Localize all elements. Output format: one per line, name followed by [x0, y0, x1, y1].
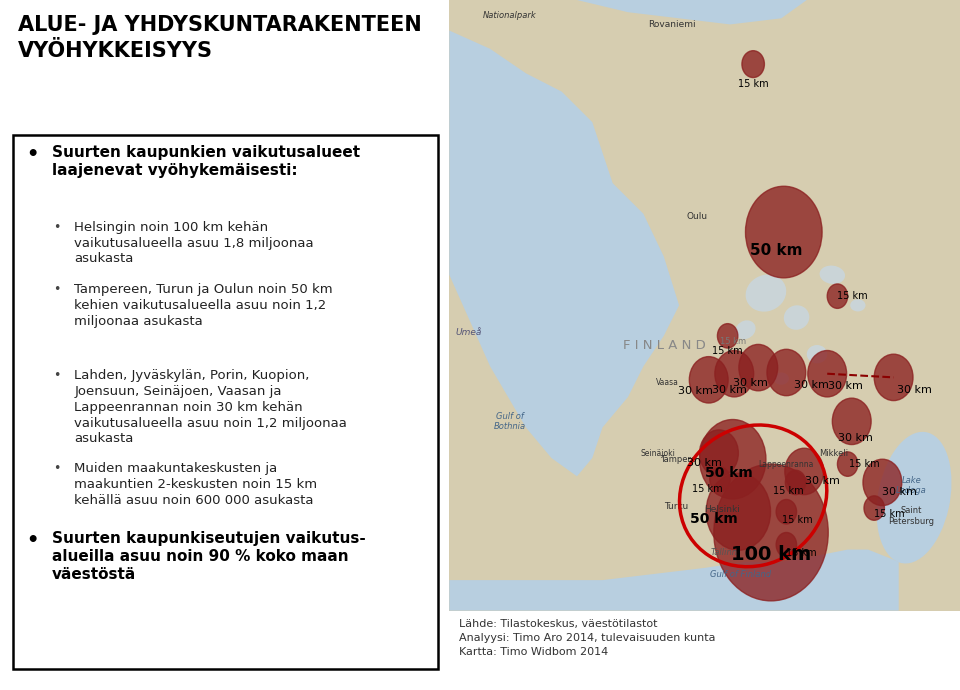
Text: Lake
Ladoga: Lake Ladoga: [896, 476, 926, 495]
Circle shape: [875, 354, 913, 401]
Polygon shape: [449, 549, 899, 611]
Circle shape: [709, 467, 731, 491]
Text: 30 km: 30 km: [711, 384, 747, 395]
Circle shape: [689, 357, 728, 403]
Text: Lahden, Jyväskylän, Porin, Kuopion,
Joensuun, Seinäjoen, Vaasan ja
Lappeenrannan: Lahden, Jyväskylän, Porin, Kuopion, Joen…: [74, 369, 347, 445]
Circle shape: [717, 324, 738, 348]
Text: VYÖHYKKEISYYS: VYÖHYKKEISYYS: [18, 41, 213, 61]
Polygon shape: [449, 30, 679, 476]
Text: 30 km: 30 km: [804, 476, 840, 486]
Circle shape: [700, 430, 738, 476]
Circle shape: [776, 533, 797, 557]
Circle shape: [700, 420, 766, 499]
Text: Helsingin noin 100 km kehän
vaikutusalueella asuu 1,8 miljoonaa
asukasta: Helsingin noin 100 km kehän vaikutusalue…: [74, 221, 314, 266]
Ellipse shape: [746, 275, 786, 312]
Circle shape: [742, 50, 764, 77]
Ellipse shape: [820, 266, 845, 284]
Text: 15 km: 15 km: [786, 549, 817, 558]
Circle shape: [807, 351, 847, 397]
Circle shape: [776, 500, 797, 524]
Text: Seinäjoki: Seinäjoki: [640, 448, 676, 457]
Text: Nationalpark: Nationalpark: [483, 11, 537, 20]
Ellipse shape: [876, 432, 951, 564]
Text: 15 km: 15 km: [738, 79, 768, 89]
Text: 50 km: 50 km: [706, 466, 753, 480]
Circle shape: [739, 344, 778, 391]
Text: Tampereen, Turun ja Oulun noin 50 km
kehien vaikutusalueella asuu noin 1,2
miljo: Tampereen, Turun ja Oulun noin 50 km keh…: [74, 283, 333, 328]
Text: 15 km: 15 km: [712, 346, 743, 356]
Polygon shape: [577, 0, 806, 24]
Text: Umeå: Umeå: [456, 328, 482, 337]
Text: Tampere: Tampere: [660, 455, 696, 464]
Text: Helsinki: Helsinki: [705, 505, 740, 514]
Text: Gulf of Finland: Gulf of Finland: [709, 569, 771, 578]
Text: 50 km: 50 km: [750, 243, 803, 258]
Text: Saint
Petersburg: Saint Petersburg: [889, 506, 934, 526]
Circle shape: [785, 448, 824, 495]
Text: 30 km: 30 km: [687, 458, 722, 468]
Ellipse shape: [774, 373, 789, 385]
Text: 30 km: 30 km: [678, 386, 713, 396]
Circle shape: [746, 186, 822, 278]
Text: •: •: [53, 283, 60, 296]
Text: 30 km: 30 km: [838, 433, 873, 443]
Text: Suurten kaupunkien vaikutusalueet
laajenevat vyöhykemäisesti:: Suurten kaupunkien vaikutusalueet laajen…: [52, 145, 360, 178]
Text: Suurten kaupunkiseutujen vaikutus-
alueilla asuu noin 90 % koko maan
väestöstä: Suurten kaupunkiseutujen vaikutus- aluei…: [52, 531, 366, 582]
Text: Lähde: Tilastokeskus, väestötilastot
Analyysi: Timo Aro 2014, tulevaisuuden kunt: Lähde: Tilastokeskus, väestötilastot Ana…: [460, 618, 716, 657]
Text: •: •: [53, 221, 60, 234]
Text: Muiden maakuntakeskusten ja
maakuntien 2-keskusten noin 15 km
kehällä asuu noin : Muiden maakuntakeskusten ja maakuntien 2…: [74, 462, 317, 507]
Text: Vaasa: Vaasa: [657, 378, 679, 387]
Text: Gulf of
Bothnia: Gulf of Bothnia: [493, 412, 526, 431]
Circle shape: [707, 473, 771, 550]
FancyBboxPatch shape: [13, 135, 438, 669]
Text: Rovaniemi: Rovaniemi: [648, 20, 696, 29]
Circle shape: [864, 496, 884, 520]
Text: •: •: [53, 462, 60, 475]
Text: 15 km: 15 km: [773, 486, 804, 496]
Text: 15 km: 15 km: [875, 509, 905, 519]
Text: 15 km: 15 km: [782, 515, 813, 525]
Circle shape: [828, 284, 848, 308]
Text: •: •: [26, 145, 38, 164]
Text: Tallinn: Tallinn: [710, 548, 737, 557]
Text: Lappeenranna: Lappeenranna: [758, 460, 814, 469]
Text: 30 km: 30 km: [882, 487, 917, 497]
Text: 15 km: 15 km: [692, 484, 723, 493]
Ellipse shape: [806, 345, 828, 364]
Ellipse shape: [735, 320, 756, 339]
Circle shape: [785, 470, 805, 495]
Text: 15 km: 15 km: [720, 337, 746, 346]
Text: 30 km: 30 km: [733, 379, 768, 388]
Ellipse shape: [851, 299, 866, 311]
Circle shape: [714, 464, 828, 601]
Text: Turku: Turku: [664, 502, 688, 511]
Text: F I N L A N D: F I N L A N D: [623, 339, 706, 351]
Text: Oulu: Oulu: [686, 213, 708, 221]
Circle shape: [832, 398, 871, 444]
Text: 30 km: 30 km: [828, 381, 862, 391]
Text: 30 km: 30 km: [795, 380, 829, 390]
Text: 15 km: 15 km: [837, 291, 868, 301]
Text: 30 km: 30 km: [897, 384, 931, 395]
Circle shape: [767, 349, 805, 395]
Ellipse shape: [783, 305, 809, 330]
Text: 100 km: 100 km: [731, 545, 811, 564]
Text: Mikkeli: Mikkeli: [820, 448, 849, 457]
Circle shape: [715, 351, 754, 397]
Text: 15 km: 15 km: [850, 459, 879, 469]
Text: •: •: [26, 531, 38, 551]
Text: ALUE- JA YHDYSKUNTARAKENTEEN: ALUE- JA YHDYSKUNTARAKENTEEN: [18, 15, 421, 35]
Circle shape: [837, 452, 858, 476]
Text: •: •: [53, 369, 60, 382]
Text: 50 km: 50 km: [690, 512, 737, 526]
Circle shape: [863, 460, 901, 506]
